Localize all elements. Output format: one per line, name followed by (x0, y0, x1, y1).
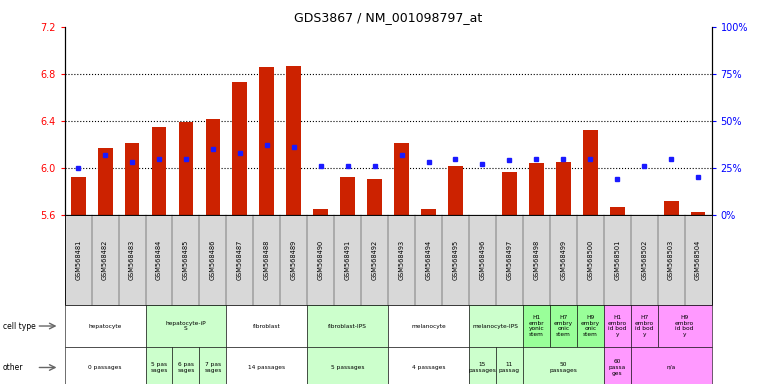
Text: cell type: cell type (3, 321, 36, 331)
Text: GSM568504: GSM568504 (695, 240, 701, 280)
Text: GSM568485: GSM568485 (183, 240, 189, 280)
Text: H1
embr
yonic
stem: H1 embr yonic stem (529, 315, 544, 337)
Text: GSM568495: GSM568495 (453, 240, 458, 280)
Text: 5 pas
sages: 5 pas sages (151, 362, 167, 373)
Text: GSM568503: GSM568503 (668, 240, 674, 280)
Text: GSM568500: GSM568500 (587, 240, 594, 280)
Bar (610, 207, 625, 215)
Text: GSM568491: GSM568491 (345, 240, 351, 280)
Text: 11
passag: 11 passag (499, 362, 520, 373)
Text: hepatocyte-iP
S: hepatocyte-iP S (166, 321, 206, 331)
Bar (475, 215, 490, 217)
Text: GSM568488: GSM568488 (264, 240, 270, 280)
Bar (286, 66, 301, 215)
Text: GSM568482: GSM568482 (102, 240, 108, 280)
Text: melanocyte: melanocyte (411, 323, 446, 329)
Text: GSM568487: GSM568487 (237, 240, 243, 280)
Text: GSM568501: GSM568501 (614, 240, 620, 280)
Bar (394, 143, 409, 215)
Bar (448, 166, 463, 215)
Text: H9
embro
id bod
y: H9 embro id bod y (675, 315, 694, 337)
Text: GSM568484: GSM568484 (156, 240, 162, 280)
Text: fibroblast: fibroblast (253, 323, 281, 329)
Text: H7
embry
onic
stem: H7 embry onic stem (554, 315, 573, 337)
Text: GSM568490: GSM568490 (318, 240, 323, 280)
Bar (421, 209, 436, 215)
Text: 6 pas
sages: 6 pas sages (177, 362, 195, 373)
Text: hepatocyte: hepatocyte (88, 323, 122, 329)
Bar (556, 162, 571, 215)
Bar (583, 130, 597, 215)
Bar (314, 209, 328, 215)
Text: 60
passa
ges: 60 passa ges (609, 359, 626, 376)
Text: 15
passages: 15 passages (469, 362, 496, 373)
Text: GSM568494: GSM568494 (425, 240, 431, 280)
Text: H9
embry
onic
stem: H9 embry onic stem (581, 315, 600, 337)
Title: GDS3867 / NM_001098797_at: GDS3867 / NM_001098797_at (294, 11, 482, 24)
Bar (260, 67, 274, 215)
Text: 50
passages: 50 passages (549, 362, 578, 373)
Text: other: other (3, 363, 24, 372)
Bar (97, 148, 113, 215)
Text: GSM568492: GSM568492 (371, 240, 377, 280)
Bar (340, 177, 355, 215)
Text: H7
embro
id bod
y: H7 embro id bod y (635, 315, 654, 337)
Text: GSM568499: GSM568499 (560, 240, 566, 280)
Text: n/a: n/a (667, 365, 676, 370)
Text: 14 passages: 14 passages (248, 365, 285, 370)
Bar (691, 212, 705, 215)
Bar (502, 172, 517, 215)
Bar (529, 163, 544, 215)
Bar (232, 82, 247, 215)
Text: 5 passages: 5 passages (331, 365, 365, 370)
Text: fibroblast-IPS: fibroblast-IPS (328, 323, 367, 329)
Text: GSM568498: GSM568498 (533, 240, 540, 280)
Text: H1
embro
id bod
y: H1 embro id bod y (607, 315, 627, 337)
Bar (205, 119, 221, 215)
Text: GSM568497: GSM568497 (506, 240, 512, 280)
Text: GSM568486: GSM568486 (210, 240, 216, 280)
Text: GSM568493: GSM568493 (399, 240, 405, 280)
Bar (179, 122, 193, 215)
Text: 7 pas
sages: 7 pas sages (204, 362, 221, 373)
Text: GSM568483: GSM568483 (129, 240, 135, 280)
Text: GSM568489: GSM568489 (291, 240, 297, 280)
Text: GSM568496: GSM568496 (479, 240, 486, 280)
Bar (151, 127, 167, 215)
Bar (664, 201, 679, 215)
Bar (368, 179, 382, 215)
Text: 0 passages: 0 passages (88, 365, 122, 370)
Text: GSM568481: GSM568481 (75, 240, 81, 280)
Bar (71, 177, 85, 215)
Bar (125, 143, 139, 215)
Text: 4 passages: 4 passages (412, 365, 445, 370)
Text: melanocyte-IPS: melanocyte-IPS (473, 323, 519, 329)
Text: GSM568502: GSM568502 (642, 240, 647, 280)
